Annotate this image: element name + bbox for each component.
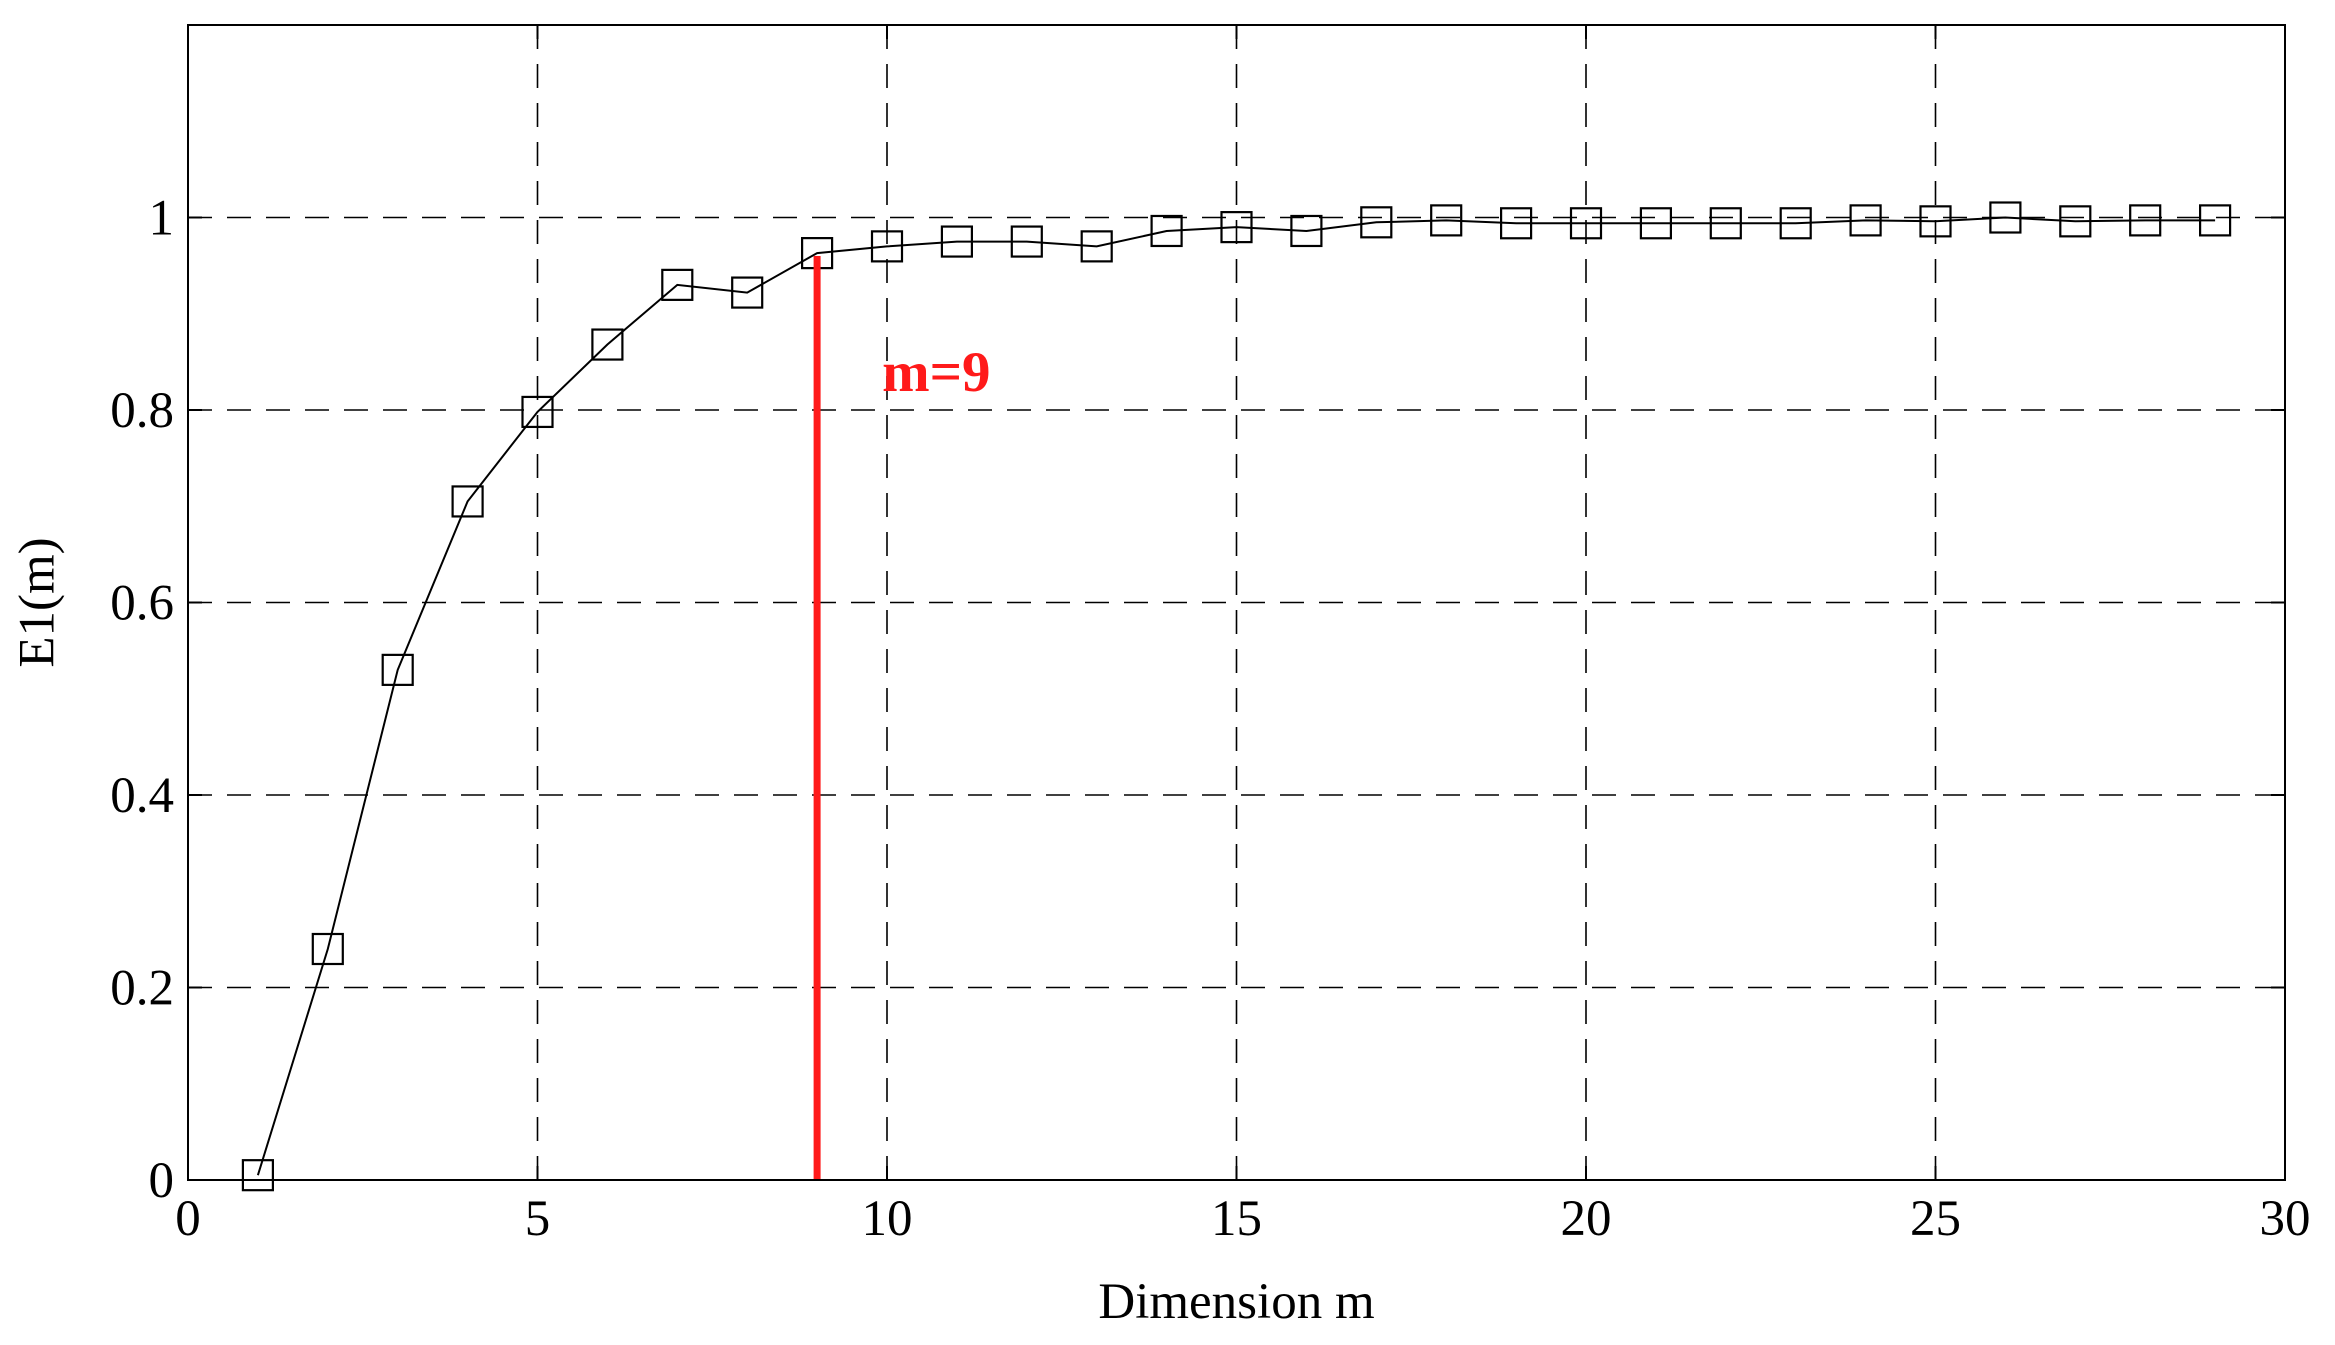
data-point-marker	[1080, 230, 1113, 263]
data-point-marker	[2059, 205, 2092, 238]
x-axis-label: Dimension m	[1098, 1274, 1374, 1330]
data-point-marker	[1779, 207, 1812, 240]
series-line-layer	[256, 216, 2216, 1176]
series-line	[256, 216, 2216, 1176]
data-point-marker	[731, 276, 764, 309]
x-tick-label: 5	[525, 1191, 551, 1247]
data-point-marker	[1639, 207, 1673, 240]
data-point-marker	[591, 328, 624, 361]
y-tick-labels: 0 0.2 0.4 0.6 0.8 1	[110, 191, 174, 1210]
data-point-marker	[1709, 207, 1742, 240]
data-point-marker	[1360, 206, 1393, 239]
data-point-marker	[1919, 205, 1952, 238]
data-point-marker	[1150, 214, 1183, 248]
y-tick-label: 0.8	[110, 383, 174, 439]
x-tick-label: 15	[1211, 1191, 1262, 1247]
data-point-marker	[940, 225, 974, 258]
axis-ticks	[187, 25, 2286, 1181]
data-point-marker	[1010, 225, 1043, 258]
y-axis-label: E1(m)	[10, 537, 66, 667]
y-tick-label: 0	[149, 1153, 175, 1209]
data-point-marker	[1499, 207, 1533, 240]
grid	[188, 25, 2285, 1180]
data-point-marker	[241, 1159, 274, 1192]
series-markers	[241, 201, 2232, 1192]
data-point-marker	[381, 653, 414, 686]
threshold-label: m=9	[882, 341, 990, 404]
data-point-marker	[521, 395, 554, 429]
data-point-marker	[311, 932, 344, 966]
x-tick-labels: 0 5 10 15 20 25 30	[175, 1191, 2310, 1247]
data-point-marker	[1989, 201, 2022, 234]
data-point-marker	[1849, 204, 1882, 237]
y-tick-label: 0.2	[110, 961, 174, 1017]
x-tick-label: 0	[175, 1191, 201, 1247]
data-point-marker	[1290, 214, 1323, 248]
x-tick-label: 10	[862, 1191, 913, 1247]
y-tick-label: 0.6	[110, 576, 174, 632]
data-point-marker	[1430, 204, 1463, 237]
data-point-marker	[451, 485, 484, 518]
x-tick-label: 25	[1910, 1191, 1961, 1247]
x-tick-label: 30	[2260, 1191, 2311, 1247]
x-tick-label: 20	[1561, 1191, 1612, 1247]
data-point-marker	[1220, 211, 1253, 244]
data-point-marker	[2199, 204, 2232, 237]
data-point-marker	[870, 230, 904, 263]
data-point-marker	[1569, 207, 1603, 240]
data-point-marker	[2129, 204, 2162, 237]
y-tick-label: 1	[149, 191, 175, 247]
data-point-marker	[661, 268, 694, 301]
y-tick-label: 0.4	[110, 768, 174, 824]
annotation: m=9	[813, 256, 991, 1180]
